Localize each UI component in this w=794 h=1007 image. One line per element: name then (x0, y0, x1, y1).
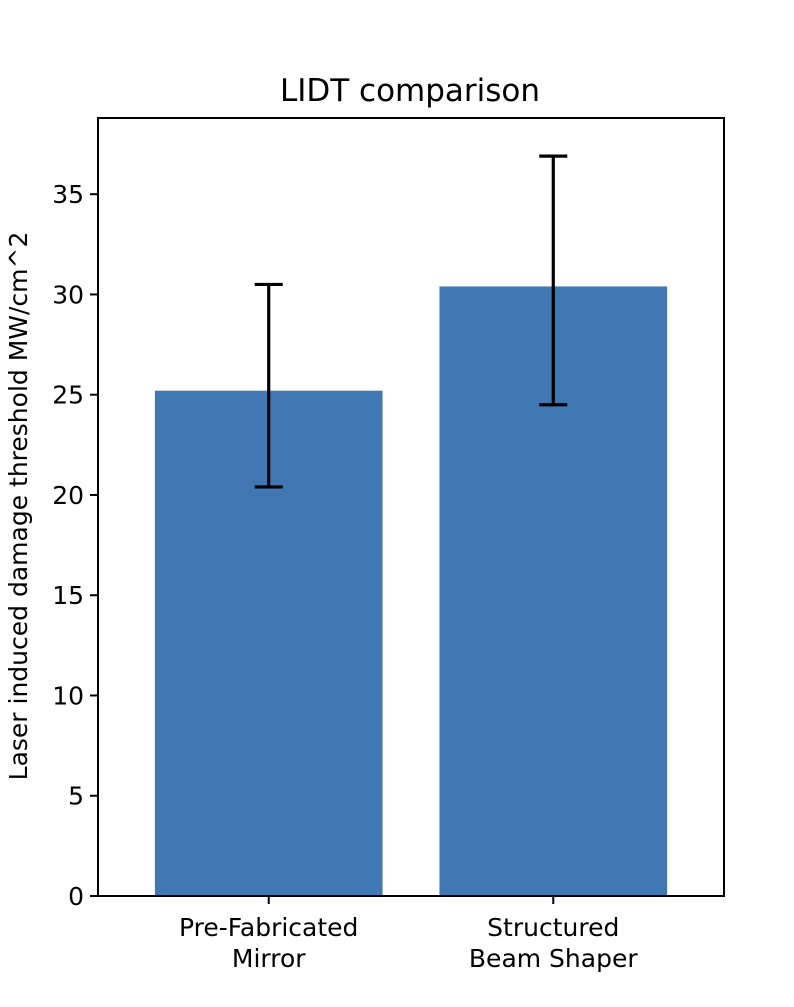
y-tick-label: 0 (68, 882, 84, 911)
y-tick-label: 35 (52, 180, 84, 209)
plot-area: 0 5 10 15 20 25 30 35 Pre-Fabricated Mirror Struct… (52, 117, 725, 973)
chart-title: LIDT comparison (280, 73, 540, 109)
axes-frame (97, 117, 725, 897)
x-tick-label-line: Beam Shaper (469, 944, 638, 973)
y-tick-label: 30 (52, 280, 84, 309)
x-tick-label: Pre-Fabricated Mirror (179, 913, 358, 973)
y-tick-label: 5 (68, 782, 84, 811)
x-tick-label-line: Pre-Fabricated (179, 913, 358, 942)
y-tick-label: 10 (52, 681, 84, 710)
x-tick-label: Structured Beam Shaper (469, 913, 638, 973)
y-tick-label: 20 (52, 481, 84, 510)
y-axis-label: Laser induced damage threshold MW/cm^2 (4, 232, 33, 781)
x-tick-label-line: Structured (487, 913, 619, 942)
y-tick-label: 25 (52, 381, 84, 410)
x-tick-label-line: Mirror (232, 944, 306, 973)
y-tick-label: 15 (52, 581, 84, 610)
